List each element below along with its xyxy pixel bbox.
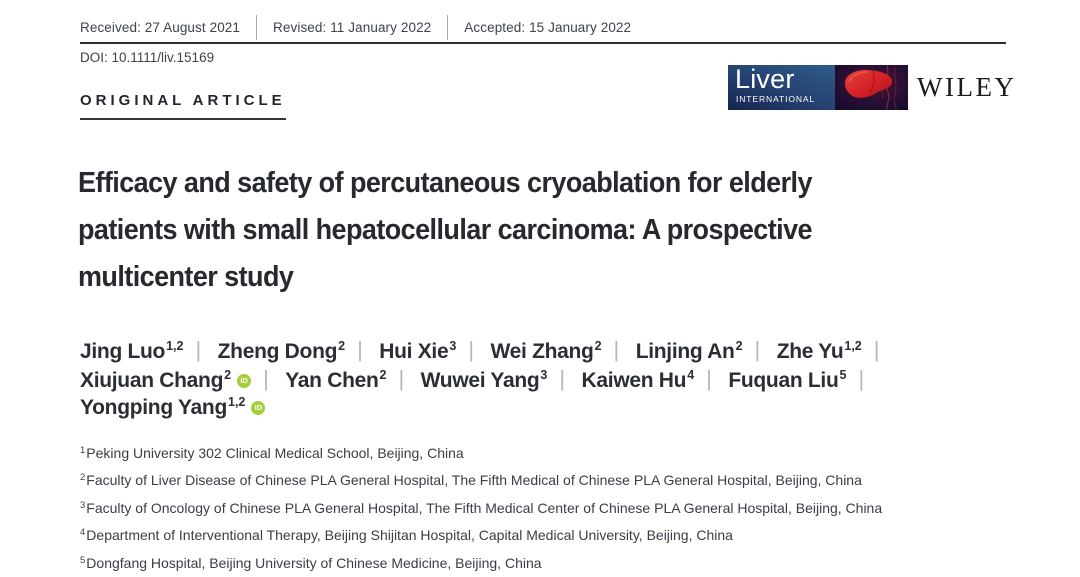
affiliation-number: 5 bbox=[80, 554, 86, 566]
author-separator: | bbox=[357, 337, 363, 362]
title-line: patients with small hepatocellular carci… bbox=[78, 214, 813, 246]
affiliation: 5Dongfang Hospital, Beijing University o… bbox=[80, 550, 882, 577]
author-name: Zheng Dong bbox=[217, 340, 338, 363]
journal-logo: Liver INTERNATIONAL bbox=[728, 65, 908, 110]
author-affil-sup: 2 bbox=[594, 339, 602, 353]
orcid-icon[interactable]: iD bbox=[237, 373, 252, 388]
author-name: Hui Xie bbox=[379, 340, 449, 363]
author-row: Yongping Yang1,2 iD bbox=[80, 394, 891, 423]
affiliation: 3Faculty of Oncology of Chinese PLA Gene… bbox=[80, 495, 882, 522]
affiliation-text: Faculty of Oncology of Chinese PLA Gener… bbox=[86, 499, 883, 516]
affiliation: 4Department of Interventional Therapy, B… bbox=[80, 522, 882, 549]
author: Zhe Yu1,2 bbox=[777, 339, 862, 363]
affiliation: 2Faculty of Liver Disease of Chinese PLA… bbox=[80, 467, 882, 494]
author-affil-sup: 2 bbox=[735, 339, 743, 353]
author: Yongping Yang1,2 bbox=[80, 395, 245, 419]
history-divider bbox=[447, 15, 449, 40]
author-name: Wuwei Yang bbox=[420, 368, 540, 392]
author-affil-sup: 1,2 bbox=[166, 339, 184, 353]
section-label: ORIGINAL ARTICLE bbox=[80, 92, 286, 120]
author-separator: | bbox=[706, 365, 712, 391]
author-separator: | bbox=[858, 365, 865, 391]
history-row: Received: 27 August 2021 Revised: 11 Jan… bbox=[80, 15, 631, 40]
affiliation: 1Peking University 302 Clinical Medical … bbox=[80, 440, 882, 467]
accepted-date: Accepted: 15 January 2022 bbox=[464, 20, 632, 35]
author: Xiujuan Chang2 bbox=[80, 368, 231, 392]
author-affil-sup: 1,2 bbox=[228, 395, 246, 409]
author-affil-sup: 2 bbox=[379, 367, 387, 382]
author-affil-sup: 3 bbox=[449, 339, 457, 353]
affiliation-text: Faculty of Liver Disease of Chinese PLA … bbox=[86, 472, 862, 489]
author-name: Kaiwen Hu bbox=[581, 368, 687, 392]
history-divider bbox=[256, 15, 258, 40]
author: Yan Chen2 bbox=[285, 368, 386, 392]
author-affil-sup: 3 bbox=[540, 367, 548, 382]
affiliation-number: 3 bbox=[80, 499, 86, 511]
journal-name: Liver bbox=[735, 65, 795, 94]
author-separator: | bbox=[754, 337, 761, 362]
affiliation-number: 2 bbox=[80, 472, 86, 484]
author-affil-sup: 2 bbox=[338, 339, 346, 353]
author-name: Zhe Yu bbox=[776, 340, 844, 363]
affiliation-text: Department of Interventional Therapy, Be… bbox=[86, 527, 733, 544]
author-affil-sup: 1,2 bbox=[844, 339, 862, 353]
affiliation-text: Dongfang Hospital, Beijing University of… bbox=[86, 554, 542, 571]
author-name: Yongping Yang bbox=[80, 396, 227, 419]
author-separator: | bbox=[559, 365, 566, 391]
author-name: Fuquan Liu bbox=[728, 368, 839, 392]
affiliation-text: Peking University 302 Clinical Medical S… bbox=[86, 445, 464, 461]
revised-date: Revised: 11 January 2022 bbox=[273, 20, 432, 35]
affiliation-number: 4 bbox=[80, 527, 86, 539]
author: Jing Luo1,2 bbox=[80, 339, 183, 363]
header-rule bbox=[80, 42, 1006, 44]
author: Linjing An2 bbox=[636, 339, 743, 363]
author-separator: | bbox=[398, 365, 405, 391]
author-row: Xiujuan Chang2 iD | Yan Chen2 | Wuwei Yang3… bbox=[80, 366, 891, 395]
journal-subname: INTERNATIONAL bbox=[736, 94, 816, 104]
author: Wei Zhang2 bbox=[490, 339, 601, 363]
orcid-icon[interactable]: iD bbox=[251, 401, 266, 415]
author-name: Jing Luo bbox=[80, 340, 166, 363]
title-line: Efficacy and safety of percutaneous cryo… bbox=[78, 167, 812, 199]
author-separator: | bbox=[468, 337, 475, 362]
doi-text: DOI: 10.1111/liv.15169 bbox=[80, 50, 215, 65]
author: Wuwei Yang3 bbox=[421, 368, 548, 392]
author: Kaiwen Hu4 bbox=[582, 368, 695, 392]
author: Zheng Dong2 bbox=[218, 339, 345, 363]
author-separator: | bbox=[195, 337, 202, 362]
author-separator: | bbox=[613, 337, 620, 362]
author-name: Wei Zhang bbox=[490, 340, 594, 363]
journal-logo-text-panel: Liver INTERNATIONAL bbox=[728, 65, 835, 110]
author: Hui Xie3 bbox=[379, 339, 456, 363]
affiliation-list: 1Peking University 302 Clinical Medical … bbox=[80, 440, 882, 577]
author: Fuquan Liu5 bbox=[728, 368, 846, 392]
author-row: Jing Luo1,2 | Zheng Dong2 | Hui Xie3 | Wei … bbox=[80, 337, 891, 366]
author-name: Xiujuan Chang bbox=[80, 368, 224, 392]
title-line: multicenter study bbox=[78, 261, 294, 293]
author-affil-sup: 4 bbox=[687, 367, 695, 382]
received-date: Received: 27 August 2021 bbox=[80, 20, 241, 35]
author-name: Yan Chen bbox=[285, 368, 379, 392]
author-separator: | bbox=[873, 337, 880, 362]
publisher-wordmark: WILEY bbox=[917, 72, 1017, 102]
author-name: Linjing An bbox=[635, 340, 735, 363]
author-affil-sup: 2 bbox=[224, 367, 232, 382]
author-affil-sup: 5 bbox=[839, 367, 847, 382]
author-separator: | bbox=[263, 365, 269, 391]
article-title: Efficacy and safety of percutaneous cryo… bbox=[78, 160, 867, 301]
liver-illustration-icon bbox=[835, 65, 908, 110]
author-list: Jing Luo1,2 | Zheng Dong2 | Hui Xie3 | Wei … bbox=[80, 337, 891, 423]
affiliation-number: 1 bbox=[80, 445, 86, 456]
